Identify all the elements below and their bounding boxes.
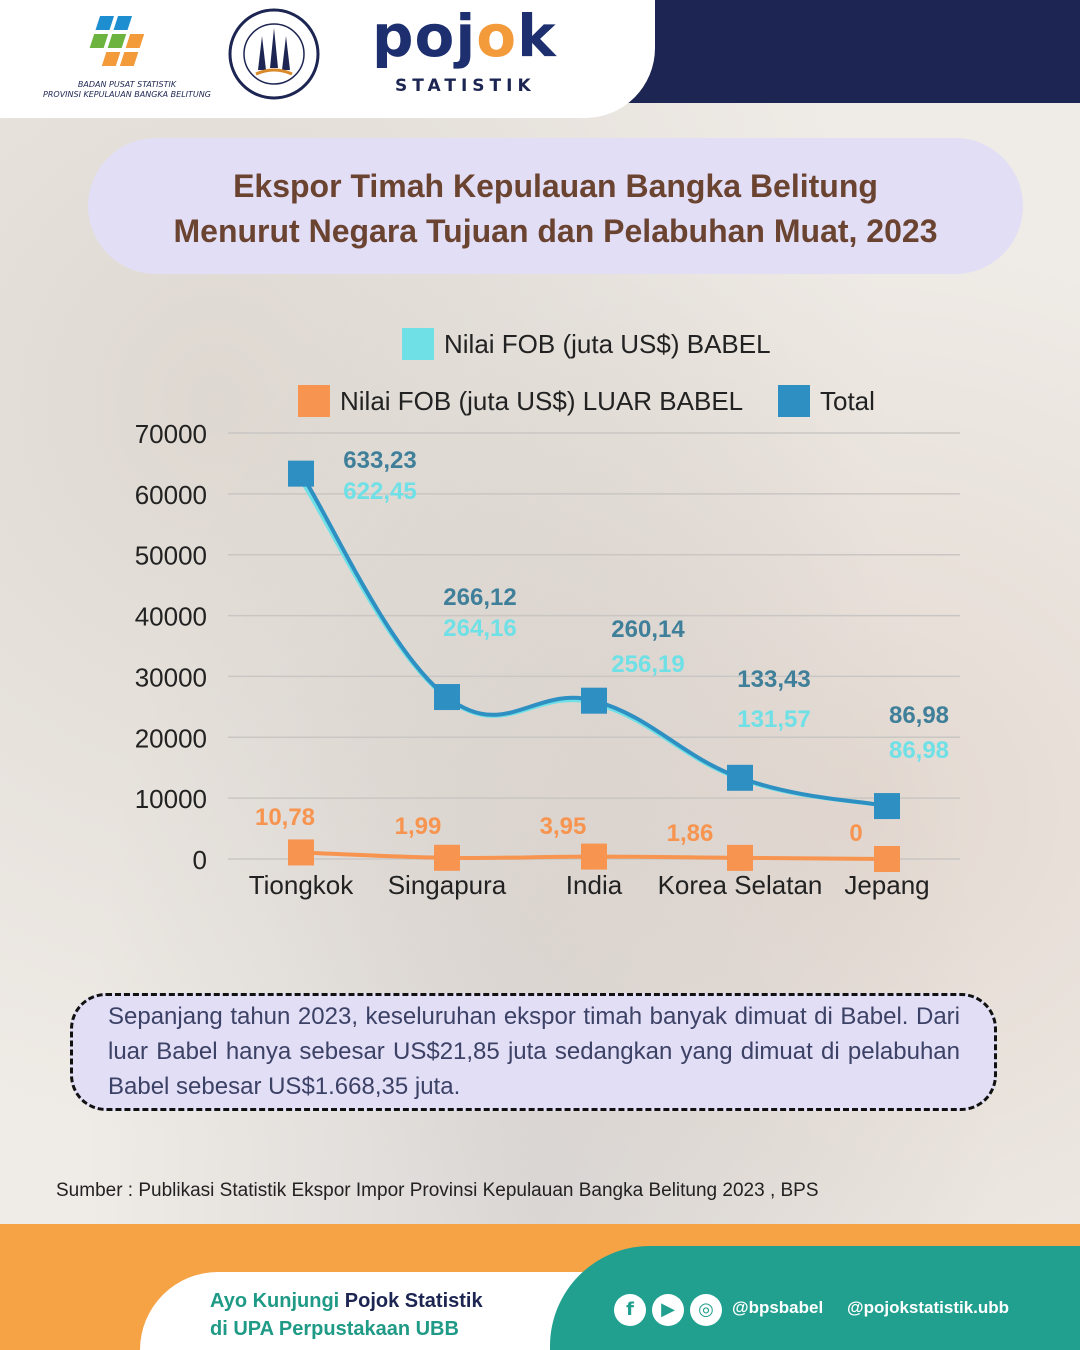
page-title: Ekspor Timah Kepulauan Bangka Belitung M… [173, 168, 938, 249]
data-label-luar-babel: 3,95 [540, 813, 587, 840]
y-tick-label: 10000 [135, 784, 207, 814]
legend-label: Nilai FOB (juta US$) LUAR BABEL [340, 386, 743, 416]
marker-luar-babel [288, 839, 314, 866]
source-text: Sumber : Publikasi Statistik Ekspor Impo… [56, 1180, 819, 1201]
series-line-babel [299, 479, 888, 809]
data-label-total: 260,14 [611, 616, 685, 643]
bps-logo-icon [89, 16, 145, 66]
facebook-icon[interactable]: f [614, 1294, 646, 1326]
marker-luar-babel [581, 843, 607, 870]
y-tick-label: 20000 [135, 723, 207, 753]
data-label-babel: 86,98 [889, 737, 949, 764]
handle-bpsbabel[interactable]: @bpsbabel [732, 1298, 824, 1317]
marker-total [581, 687, 607, 714]
data-label-babel: 131,57 [737, 706, 810, 733]
x-tick-label: Jepang [844, 870, 929, 900]
legend-swatch [778, 385, 810, 417]
y-tick-label: 70000 [135, 419, 207, 449]
marker-luar-babel [874, 846, 900, 872]
marker-total [434, 684, 460, 711]
youtube-icon[interactable]: ▶ [652, 1294, 684, 1326]
note-box [70, 993, 997, 1111]
footer-visit-line1: Ayo Kunjungi Pojok Statistik [210, 1290, 483, 1312]
pojok-logo: pojok [372, 2, 557, 70]
data-label-luar-babel: 1,99 [395, 813, 442, 840]
marker-total [727, 764, 753, 791]
legend-swatch [298, 385, 330, 417]
y-tick-label: 0 [193, 845, 207, 875]
summary-note: Sepanjang tahun 2023, keseluruhan ekspor… [108, 1003, 960, 1100]
line-chart: 70000 60000 50000 40000 30000 20000 10000 0 Tion… [135, 328, 960, 900]
x-tick-label: Tiongkok [249, 870, 355, 900]
y-tick-label: 30000 [135, 662, 207, 692]
data-label-total: 86,98 [889, 702, 949, 729]
marker-luar-babel [727, 844, 753, 871]
legend-swatch [402, 328, 434, 360]
data-label-total: 633,23 [343, 447, 416, 474]
bps-label: BADAN PUSAT STATISTIK PROVINSI KEPULAUAN… [43, 80, 211, 99]
marker-luar-babel [434, 844, 460, 871]
marker-total [288, 460, 314, 487]
y-tick-label: 40000 [135, 602, 207, 632]
data-label-babel: 622,45 [343, 478, 416, 505]
legend-label: Total [820, 386, 875, 416]
data-label-luar-babel: 0 [849, 820, 862, 847]
x-tick-label: Korea Selatan [658, 870, 823, 900]
data-label-babel: 256,19 [611, 651, 684, 678]
y-tick-label: 60000 [135, 480, 207, 510]
y-tick-label: 50000 [135, 541, 207, 571]
data-label-luar-babel: 10,78 [255, 804, 315, 831]
data-label-total: 133,43 [737, 666, 810, 693]
marker-total [874, 793, 900, 820]
series-line-total [299, 472, 888, 809]
legend-label: Nilai FOB (juta US$) BABEL [444, 329, 771, 359]
x-tick-label: India [566, 870, 623, 900]
handle-pojokstatistik[interactable]: @pojokstatistik.ubb [847, 1298, 1010, 1317]
x-tick-label: Singapura [388, 870, 507, 900]
ubb-logo-icon [228, 8, 320, 100]
data-label-luar-babel: 1,86 [667, 820, 714, 847]
data-label-babel: 264,16 [443, 615, 516, 642]
data-label-total: 266,12 [443, 584, 516, 611]
footer-visit-line2: di UPA Perpustakaan UBB [210, 1318, 459, 1340]
instagram-icon[interactable]: ◎ [690, 1294, 722, 1326]
pojok-logo-subtitle: STATISTIK [395, 76, 536, 96]
title-box [88, 138, 1023, 274]
